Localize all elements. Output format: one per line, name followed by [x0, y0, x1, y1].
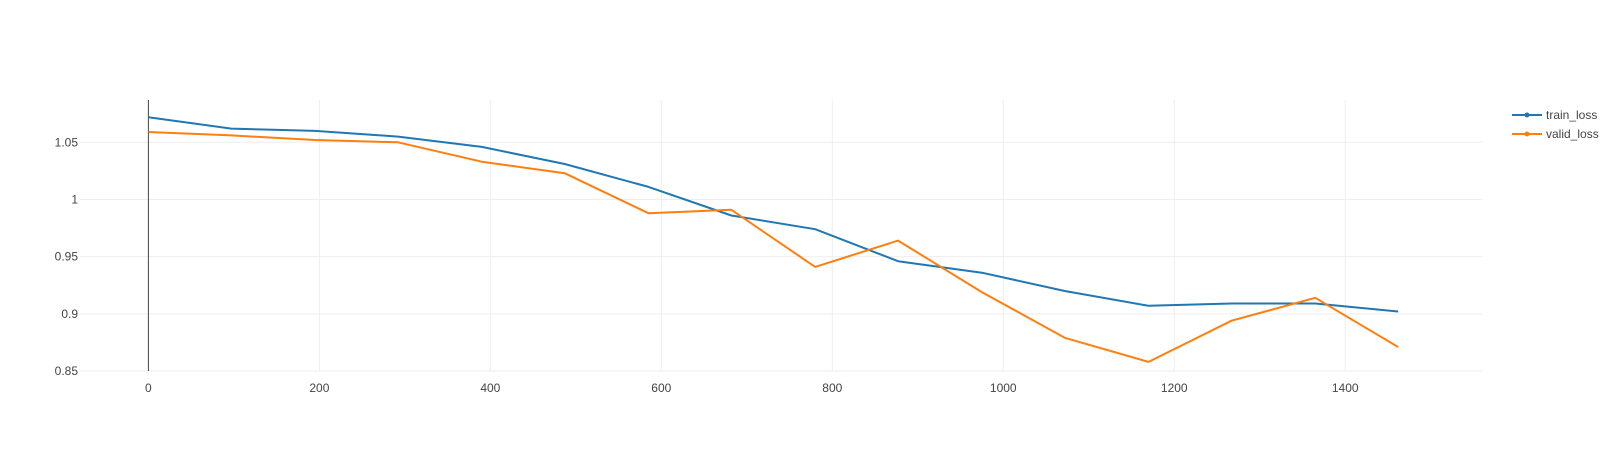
x-tick-label: 800 — [822, 381, 842, 395]
y-tick-label: 0.85 — [55, 364, 79, 378]
y-tick-label: 0.9 — [61, 307, 78, 321]
x-tick-label: 1000 — [990, 381, 1017, 395]
x-tick-label: 600 — [651, 381, 671, 395]
x-tick-label: 1200 — [1161, 381, 1188, 395]
legend-marker — [1524, 112, 1530, 118]
series-line-valid_loss[interactable] — [148, 131, 1399, 363]
legend-item-valid_loss[interactable]: valid_loss — [1512, 127, 1599, 141]
legend-item-train_loss[interactable]: train_loss — [1512, 108, 1597, 122]
legend-marker — [1524, 131, 1530, 137]
y-tick-label: 1.05 — [55, 135, 79, 149]
series-line-train_loss[interactable] — [148, 116, 1399, 313]
y-tick-label: 0.95 — [55, 250, 79, 264]
axis-layer: 0 200 400 600 800 1000 1200 1400 0.85 0.9 0.95 1 1.0… — [55, 100, 1359, 395]
y-tick-label: 1 — [71, 192, 78, 206]
series-layer — [148, 116, 1399, 363]
x-tick-label: 200 — [309, 381, 329, 395]
grid-layer — [80, 100, 1482, 372]
x-tick-label: 400 — [480, 381, 500, 395]
legend-label: train_loss — [1546, 108, 1597, 122]
legend[interactable]: train_loss valid_loss — [1512, 108, 1599, 141]
x-tick-label: 1400 — [1332, 381, 1359, 395]
x-tick-label: 0 — [145, 381, 152, 395]
legend-label: valid_loss — [1546, 127, 1599, 141]
